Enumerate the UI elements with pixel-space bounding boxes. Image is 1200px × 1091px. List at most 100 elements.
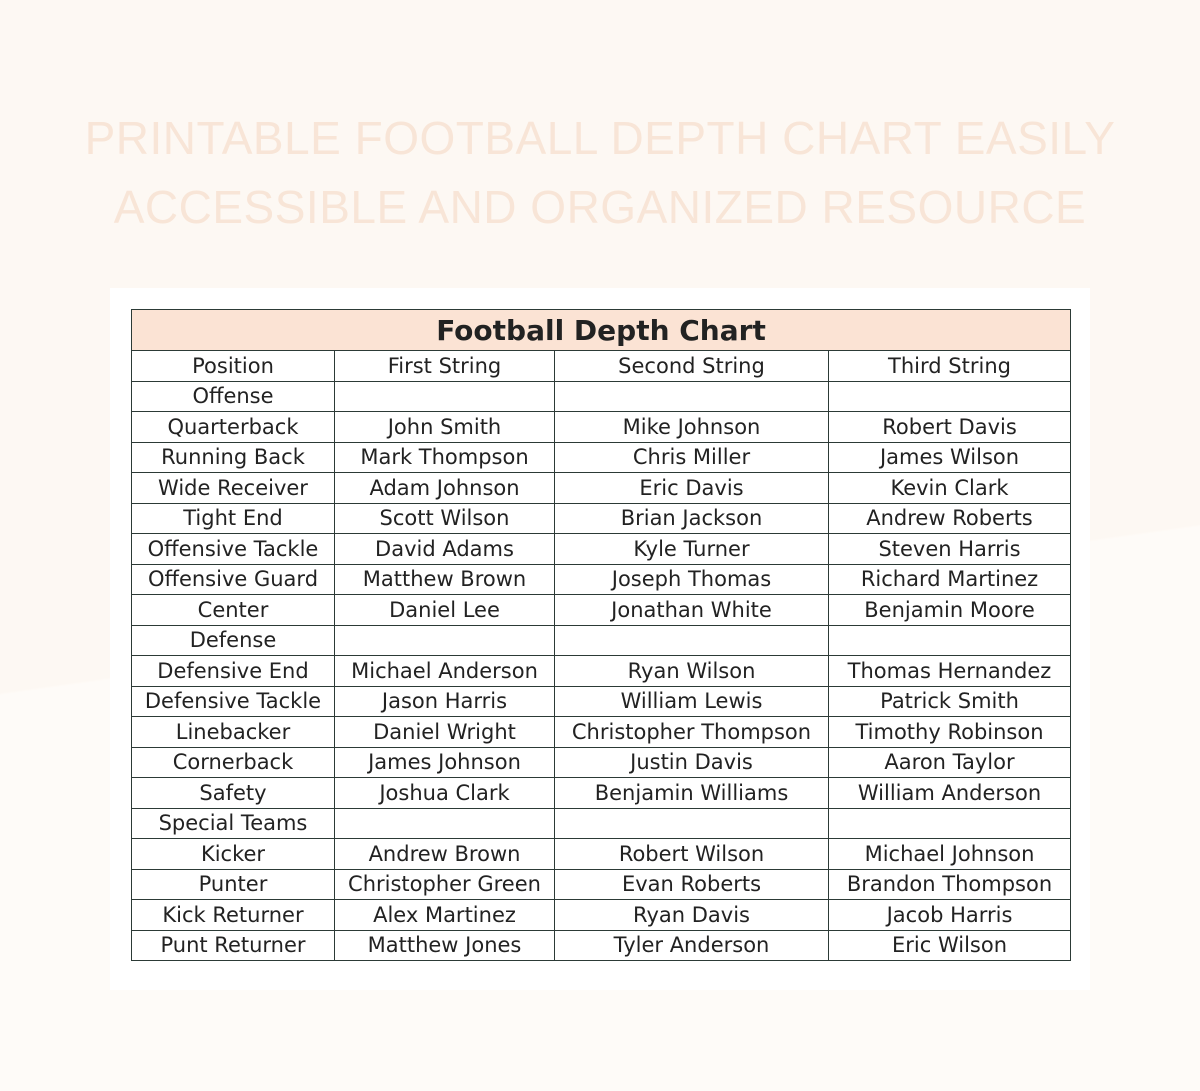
player-cell: John Smith	[334, 411, 555, 443]
player-cell: Thomas Hernandez	[827, 655, 1072, 687]
player-cell: Kevin Clark	[827, 472, 1072, 504]
position-cell: Safety	[131, 777, 335, 809]
player-cell: Matthew Brown	[334, 563, 555, 595]
table-row: Safety Joshua Clark Benjamin Williams Willi…	[131, 777, 1072, 809]
player-cell: Christopher Green	[334, 868, 555, 900]
player-cell	[554, 807, 829, 839]
table-row: Punter Christopher Green Evan Roberts Brand…	[131, 868, 1072, 900]
page-title: PRINTABLE FOOTBALL DEPTH CHART EASILY AC…	[0, 104, 1200, 242]
player-cell: Robert Wilson	[554, 838, 829, 870]
table-row: Kicker Andrew Brown Robert Wilson Michael J…	[131, 838, 1072, 870]
position-cell: Offense	[131, 380, 335, 412]
player-cell: Mark Thompson	[334, 441, 555, 473]
header-cell: Position	[131, 350, 335, 382]
player-cell: James Wilson	[827, 441, 1072, 473]
position-cell: Defensive Tackle	[131, 685, 335, 717]
position-cell: Defense	[131, 624, 335, 656]
header-cell: Second String	[554, 350, 829, 382]
page-title-line-2: ACCESSIBLE AND ORGANIZED RESOURCE	[113, 181, 1087, 233]
position-cell: Punter	[131, 868, 335, 900]
player-cell: Joseph Thomas	[554, 563, 829, 595]
player-cell: Brandon Thompson	[827, 868, 1072, 900]
depth-chart-table: Football Depth Chart Position First Stri…	[130, 309, 1072, 961]
table-row: Defensive Tackle Jason Harris William Lewi…	[131, 685, 1072, 717]
table-row: Running Back Mark Thompson Chris Miller Jam…	[131, 441, 1072, 473]
player-cell: Mike Johnson	[554, 411, 829, 443]
table-row: Cornerback James Johnson Justin Davis Aaron…	[131, 746, 1072, 778]
player-cell	[827, 624, 1072, 656]
table-row: Offensive Guard Matthew Brown Joseph Thoma…	[131, 563, 1072, 595]
player-cell: Aaron Taylor	[827, 746, 1072, 778]
table-row: Tight End Scott Wilson Brian Jackson Andrew…	[131, 502, 1072, 534]
position-cell: Offensive Guard	[131, 563, 335, 595]
table-row: Kick Returner Alex Martinez Ryan Davis Jaco…	[131, 899, 1072, 931]
player-cell	[554, 380, 829, 412]
player-cell: Andrew Roberts	[827, 502, 1072, 534]
position-cell: Wide Receiver	[131, 472, 335, 504]
player-cell	[334, 380, 555, 412]
header-cell: Third String	[827, 350, 1072, 382]
player-cell: Robert Davis	[827, 411, 1072, 443]
player-cell: Jonathan White	[554, 594, 829, 626]
player-cell: Adam Johnson	[334, 472, 555, 504]
table-row: Quarterback John Smith Mike Johnson Robert …	[131, 411, 1072, 443]
position-cell: Special Teams	[131, 807, 335, 839]
player-cell: Evan Roberts	[554, 868, 829, 900]
player-cell: Steven Harris	[827, 533, 1072, 565]
position-cell: Cornerback	[131, 746, 335, 778]
player-cell: Jason Harris	[334, 685, 555, 717]
player-cell: Daniel Lee	[334, 594, 555, 626]
header-cell: First String	[334, 350, 555, 382]
position-cell: Running Back	[131, 441, 335, 473]
table-row: Offensive Tackle David Adams Kyle Turner St…	[131, 533, 1072, 565]
position-cell: Tight End	[131, 502, 335, 534]
player-cell: Daniel Wright	[334, 716, 555, 748]
position-cell: Linebacker	[131, 716, 335, 748]
position-cell: Offensive Tackle	[131, 533, 335, 565]
player-cell: Michael Johnson	[827, 838, 1072, 870]
player-cell: Michael Anderson	[334, 655, 555, 687]
table-row: Wide Receiver Adam Johnson Eric Davis Kevin…	[131, 472, 1072, 504]
document-card: Football Depth Chart Position First Stri…	[110, 288, 1090, 990]
player-cell	[334, 624, 555, 656]
player-cell: Alex Martinez	[334, 899, 555, 931]
player-cell: Matthew Jones	[334, 929, 555, 961]
position-cell: Punt Returner	[131, 929, 335, 961]
player-cell: Chris Miller	[554, 441, 829, 473]
position-cell: Center	[131, 594, 335, 626]
player-cell: Ryan Davis	[554, 899, 829, 931]
player-cell: Christopher Thompson	[554, 716, 829, 748]
player-cell: Benjamin Moore	[827, 594, 1072, 626]
section-row: Defense	[131, 624, 1072, 656]
player-cell: Jacob Harris	[827, 899, 1072, 931]
position-cell: Quarterback	[131, 411, 335, 443]
player-cell: Andrew Brown	[334, 838, 555, 870]
player-cell	[827, 380, 1072, 412]
player-cell: Richard Martinez	[827, 563, 1072, 595]
player-cell	[554, 624, 829, 656]
table-row: Center Daniel Lee Jonathan White Benjamin M…	[131, 594, 1072, 626]
player-cell: William Lewis	[554, 685, 829, 717]
table-row: Linebacker Daniel Wright Christopher Thomp…	[131, 716, 1072, 748]
player-cell: Scott Wilson	[334, 502, 555, 534]
section-row: Special Teams	[131, 807, 1072, 839]
player-cell: Ryan Wilson	[554, 655, 829, 687]
player-cell: David Adams	[334, 533, 555, 565]
player-cell: Tyler Anderson	[554, 929, 829, 961]
table-row: Punt Returner Matthew Jones Tyler Anderson…	[131, 929, 1072, 961]
position-cell: Defensive End	[131, 655, 335, 687]
player-cell: Patrick Smith	[827, 685, 1072, 717]
table-title: Football Depth Chart	[130, 309, 1072, 351]
player-cell: Brian Jackson	[554, 502, 829, 534]
player-cell: William Anderson	[827, 777, 1072, 809]
position-cell: Kick Returner	[131, 899, 335, 931]
table-row: Defensive End Michael Anderson Ryan Wilson…	[131, 655, 1072, 687]
header-row: Position First String Second String Thir…	[131, 350, 1072, 382]
position-cell: Kicker	[131, 838, 335, 870]
section-row: Offense	[131, 380, 1072, 412]
player-cell: Justin Davis	[554, 746, 829, 778]
player-cell: Eric Wilson	[827, 929, 1072, 961]
player-cell	[827, 807, 1072, 839]
page-title-line-1: PRINTABLE FOOTBALL DEPTH CHART EASILY	[84, 112, 1116, 164]
player-cell: Benjamin Williams	[554, 777, 829, 809]
